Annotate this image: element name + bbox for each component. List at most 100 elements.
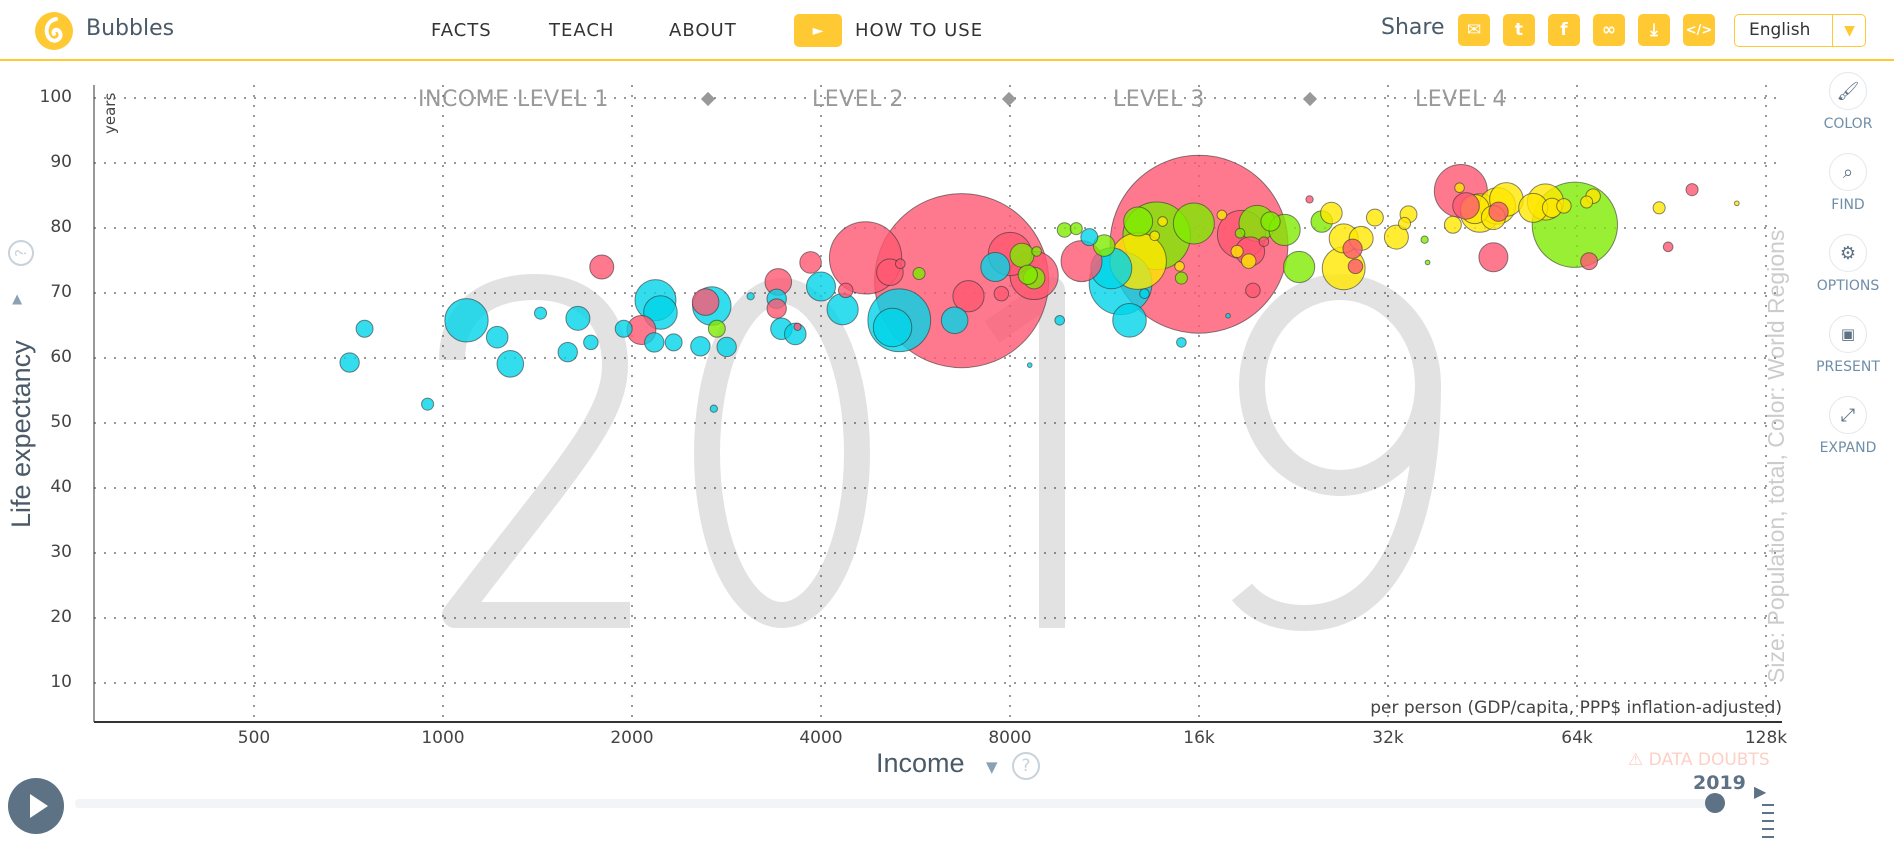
y-help-icon[interactable]: ? (8, 240, 34, 266)
bubble-asia[interactable] (1662, 241, 1674, 253)
bubble-africa[interactable] (872, 307, 913, 348)
bubble-africa[interactable] (1080, 228, 1099, 247)
x-help-icon[interactable]: ? (1012, 752, 1040, 780)
bubble-americas[interactable] (1092, 234, 1116, 257)
nav-teach[interactable]: TEACH (549, 20, 615, 41)
bubble-asia[interactable] (1685, 183, 1699, 197)
bubble-asia[interactable] (1245, 282, 1261, 299)
bubble-africa[interactable] (355, 319, 374, 338)
link-icon[interactable]: ∞ (1593, 14, 1625, 46)
play-button[interactable] (8, 778, 64, 834)
bubble-americas[interactable] (1424, 259, 1431, 266)
speed-slider[interactable] (1762, 798, 1774, 838)
bubble-africa[interactable] (1112, 303, 1147, 338)
how-to-use-link[interactable]: HOW TO USE (855, 20, 984, 41)
language-select[interactable]: English ▼ (1734, 14, 1866, 47)
bubble-africa[interactable] (1026, 362, 1033, 369)
y-axis-dropdown-icon[interactable]: ▶ (9, 294, 25, 305)
bubble-europe[interactable] (1556, 198, 1572, 214)
bubble-americas[interactable] (912, 266, 926, 281)
bubble-asia[interactable] (1452, 192, 1480, 220)
bubble-africa[interactable] (557, 341, 578, 363)
x-axis-dropdown-icon[interactable]: ▼ (986, 758, 998, 776)
presentation-icon[interactable]: ▣ (1829, 315, 1867, 353)
bubble-africa[interactable] (496, 350, 525, 378)
bubble-asia[interactable] (1347, 258, 1364, 275)
bubble-africa[interactable] (1054, 314, 1066, 326)
sidebar-options[interactable]: OPTIONS (1816, 278, 1880, 294)
data-doubts-link[interactable]: ⚠ DATA DOUBTS (1628, 750, 1770, 770)
bubble-asia[interactable] (691, 288, 720, 316)
bubble-africa[interactable] (709, 404, 718, 413)
bubble-europe[interactable] (1365, 208, 1384, 227)
download-icon[interactable]: ⤓ (1638, 14, 1670, 46)
bubble-europe[interactable] (1216, 209, 1228, 221)
bubble-americas[interactable] (1009, 242, 1035, 268)
expand-icon[interactable]: ⤢ (1829, 396, 1867, 434)
bubble-africa[interactable] (980, 252, 1011, 282)
bubble-asia[interactable] (1478, 242, 1509, 273)
bubble-europe[interactable] (1157, 216, 1168, 227)
bubble-africa[interactable] (746, 292, 755, 301)
bubble-europe[interactable] (1454, 182, 1465, 194)
sidebar-color[interactable]: COLOR (1823, 116, 1873, 132)
search-icon[interactable]: ⌕ (1829, 153, 1867, 191)
bubble-asia[interactable] (1258, 236, 1270, 247)
bubble-europe[interactable] (1240, 253, 1257, 269)
bubble-asia[interactable] (793, 322, 802, 331)
bubble-asia[interactable] (1580, 252, 1599, 271)
bubble-europe[interactable] (1397, 216, 1412, 230)
bubble-americas[interactable] (1069, 222, 1083, 236)
bubble-africa[interactable] (421, 397, 435, 411)
bubble-europe[interactable] (1652, 201, 1666, 215)
bubble-asia[interactable] (952, 280, 985, 313)
sidebar-expand[interactable]: EXPAND (1819, 440, 1877, 456)
timeline-handle[interactable] (1705, 793, 1725, 813)
facebook-icon[interactable]: f (1548, 14, 1580, 46)
bubble-africa[interactable] (716, 336, 737, 358)
bubble-americas[interactable] (1260, 211, 1281, 232)
bubble-americas[interactable] (1056, 222, 1073, 238)
bubble-africa[interactable] (1225, 312, 1231, 319)
bubble-asia[interactable] (1305, 195, 1314, 204)
bubbles-logo-icon[interactable] (34, 11, 74, 51)
app-name[interactable]: Bubbles (86, 16, 175, 41)
bubble-europe[interactable] (1733, 200, 1740, 207)
bubble-asia[interactable] (993, 285, 1010, 302)
bubble-americas[interactable] (1123, 206, 1154, 237)
bubble-asia[interactable] (837, 282, 854, 299)
size-color-label[interactable]: Size: Population, total, Color: World Re… (1763, 230, 1789, 683)
bubble-africa[interactable] (565, 305, 591, 331)
bubble-africa[interactable] (614, 319, 633, 338)
bubble-africa[interactable] (940, 306, 969, 335)
bubble-americas[interactable] (1283, 250, 1316, 284)
bubble-africa[interactable] (444, 298, 489, 343)
bubble-africa[interactable] (1176, 337, 1187, 348)
y-axis-label[interactable]: Life expectancy (6, 340, 36, 528)
how-to-use-play-icon[interactable]: ► (794, 14, 842, 47)
bubble-africa[interactable] (644, 332, 665, 353)
bubble-americas[interactable] (1420, 235, 1429, 244)
bubble-europe[interactable] (1320, 201, 1343, 225)
bubble-americas[interactable] (1174, 271, 1188, 285)
twitter-icon[interactable]: t (1503, 14, 1535, 46)
bubble-americas[interactable] (1234, 227, 1246, 239)
bubble-asia[interactable] (766, 298, 787, 319)
bubble-africa[interactable] (583, 334, 599, 351)
bubble-asia[interactable] (799, 251, 822, 274)
bubble-africa[interactable] (690, 336, 711, 357)
bubble-europe[interactable] (1230, 244, 1244, 258)
bubble-africa[interactable] (533, 306, 548, 320)
x-axis-label[interactable]: Income (876, 748, 965, 778)
bubble-americas[interactable] (1172, 202, 1215, 245)
bubble-europe[interactable] (1174, 261, 1185, 272)
bubble-africa[interactable] (664, 333, 683, 352)
bubble-africa[interactable] (1139, 288, 1150, 299)
bubble-europe[interactable] (1149, 230, 1161, 242)
bubble-africa[interactable] (806, 271, 836, 302)
sidebar-find[interactable]: FIND (1831, 197, 1865, 213)
bubble-europe[interactable] (1443, 215, 1462, 234)
bubble-africa[interactable] (485, 325, 509, 349)
bubble-asia[interactable] (1488, 201, 1509, 222)
bubble-americas[interactable] (707, 319, 726, 338)
